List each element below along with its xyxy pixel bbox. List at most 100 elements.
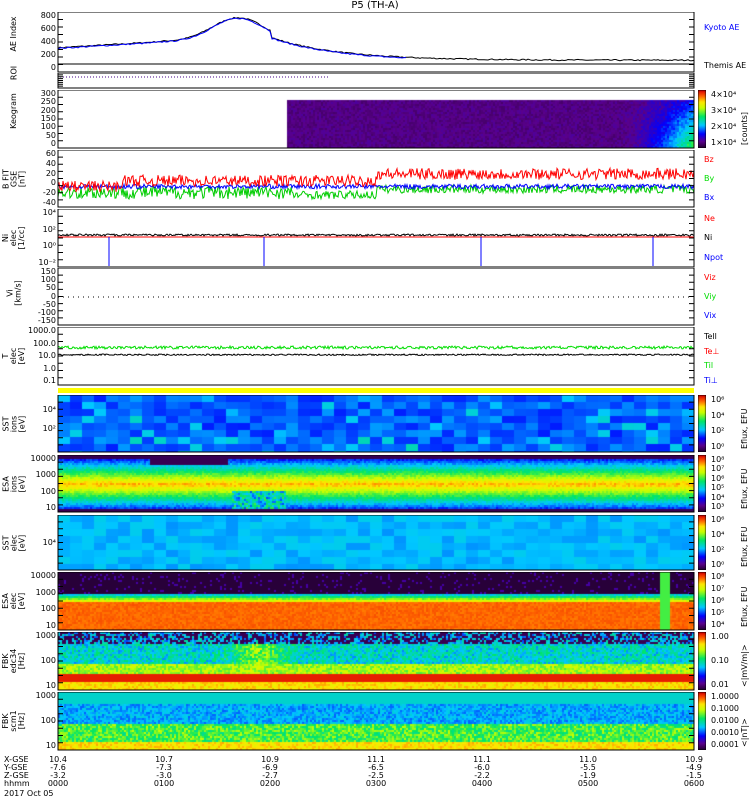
colorbar-unit: Eflux, EFU — [740, 408, 749, 450]
y-tick-label: 10⁴ — [42, 208, 56, 217]
x-tick-label: -7.3 — [156, 763, 172, 772]
y-tick-label: 10 — [45, 681, 56, 690]
colorbar-label: 10² — [711, 426, 725, 436]
x-tick-label: -2.5 — [368, 771, 384, 780]
colorbar-label: 0.1000 — [711, 704, 739, 713]
legend-ni-0: Ne — [704, 214, 715, 223]
y-tick-label: -40 — [42, 198, 56, 207]
panel-vi — [57, 268, 695, 326]
y-tick-label: 0 — [50, 291, 56, 301]
y-tick-label: 400 — [40, 37, 56, 46]
sst-ion-top-bar — [58, 388, 694, 393]
colorbar-label: 1×10⁴ — [711, 138, 737, 147]
y-tick-label: 10⁴ — [42, 537, 56, 547]
legend-ti-3: Ti⊥ — [704, 375, 718, 385]
panel-frame — [57, 632, 695, 691]
y-tick-label: 60 — [45, 149, 56, 158]
panel-ylabel-fbk_scm: FBK scm1 [Hz] — [1, 710, 26, 732]
y-tick-label: 0 — [50, 63, 56, 72]
panel-frame — [57, 327, 695, 386]
y-tick-label: 10 — [45, 503, 56, 512]
legend-bfit-0: Bz — [704, 155, 714, 164]
x-tick-label: -1.5 — [686, 771, 702, 780]
x-tick-label: -2.7 — [262, 771, 278, 780]
x-tick-label: -6.0 — [474, 763, 490, 772]
colorbar-unit: Eflux, EFU — [740, 526, 749, 568]
spectrogram-fbk_scm — [58, 692, 694, 750]
panel-sst_i — [57, 395, 695, 453]
colorbar-label: 1.0000 — [711, 692, 739, 701]
ti-par-line — [57, 344, 695, 351]
x-tick-label: -4.9 — [686, 763, 702, 772]
legend-ae-0: Kyoto AE — [704, 23, 740, 32]
bx-line — [57, 182, 695, 191]
colorbar-unit: <|mV/m|> — [740, 644, 749, 687]
colorbar-label: 10² — [711, 545, 725, 554]
spectrogram-sst_e — [58, 515, 694, 570]
panel-frame — [57, 73, 695, 89]
panel-esa_e — [57, 572, 695, 631]
colorbar-label: 10⁸ — [711, 455, 725, 464]
colorbar-sst_e — [698, 515, 706, 570]
legend-vi-0: Viz — [704, 273, 716, 282]
y-tick-label: 50 — [45, 130, 56, 140]
colorbar-keogram — [698, 90, 706, 148]
x-tick-label: 11.1 — [473, 755, 491, 764]
panel-ylabel-ti: T elec [eV] — [1, 347, 26, 365]
panel-ylabel-sst_i: SST ions [eV] — [1, 415, 26, 432]
colorbar-label: 10⁴ — [711, 530, 725, 539]
x-tick-label: 0600 — [683, 779, 705, 788]
panel-keogram — [57, 90, 695, 149]
panel-sst_e — [57, 515, 695, 571]
y-tick-label: 150 — [40, 114, 56, 123]
legend-ni-2: Npot — [704, 252, 724, 262]
y-tick-label: 1000 — [35, 587, 56, 597]
panel-frame — [57, 209, 695, 268]
colorbar-label: 10⁶ — [711, 395, 725, 404]
colorbar-label: 3×10⁴ — [711, 106, 737, 115]
x-tick-label: 10.4 — [49, 755, 67, 764]
y-tick-label: 100 — [40, 275, 56, 285]
x-tick-label: 0000 — [47, 779, 69, 788]
colorbar-label: 10⁷ — [711, 464, 725, 474]
y-tick-label: 100 — [40, 604, 56, 614]
y-tick-label: 800 — [40, 11, 56, 20]
y-tick-label: 1000 — [35, 470, 56, 480]
y-tick-label: 300 — [40, 89, 56, 98]
x-tick-label: -1.9 — [580, 771, 596, 780]
y-tick-label: 1000 — [35, 691, 56, 700]
panel-ylabel-keogram: Keogram — [9, 93, 18, 129]
x-row-label: hhmm — [4, 779, 30, 788]
legend-ti-0: Tell — [704, 332, 717, 341]
panel-ni — [57, 209, 695, 268]
themis-ae-line — [57, 16, 695, 62]
y-tick-label: 10 — [45, 741, 56, 750]
plot-title: P5 (TH-A) — [351, 0, 399, 11]
spectrogram-sst_i — [58, 395, 694, 452]
colorbar-label: 10⁰ — [711, 442, 725, 451]
colorbar-label: 10⁸ — [711, 572, 725, 581]
colorbar-unit: Eflux, EFU — [740, 468, 749, 510]
spectrogram-fbk_edc — [58, 632, 694, 690]
ni-line — [57, 233, 695, 237]
colorbar-label: 10⁶ — [711, 515, 725, 524]
spectrogram-esa_i — [58, 455, 694, 512]
colorbar-label: 10³ — [711, 502, 725, 511]
panel-frame — [57, 90, 695, 149]
colorbar-esa_i — [698, 455, 706, 512]
panel-ylabel-esa_e: ESA elec [eV] — [1, 592, 26, 610]
y-tick-label: 10⁰ — [42, 241, 56, 251]
y-tick-label: 10000 — [30, 454, 56, 463]
legend-ni-1: Ni — [704, 233, 713, 243]
y-tick-label: 100 — [40, 122, 56, 132]
x-row-label: Y-GSE — [4, 763, 28, 772]
panel-ylabel-ae: AE Index — [9, 16, 18, 52]
colorbar-fbk_scm — [698, 692, 706, 750]
panel-ylabel-bfit: B FIT GSE [nT] — [1, 168, 26, 189]
x-tick-label: 11.0 — [579, 755, 597, 764]
y-tick-label: 10000 — [30, 571, 56, 580]
y-tick-label: 150 — [40, 267, 56, 276]
y-tick-label: 50 — [45, 283, 56, 293]
y-tick-label: 600 — [40, 24, 56, 33]
x-tick-label: 10.9 — [685, 755, 703, 764]
